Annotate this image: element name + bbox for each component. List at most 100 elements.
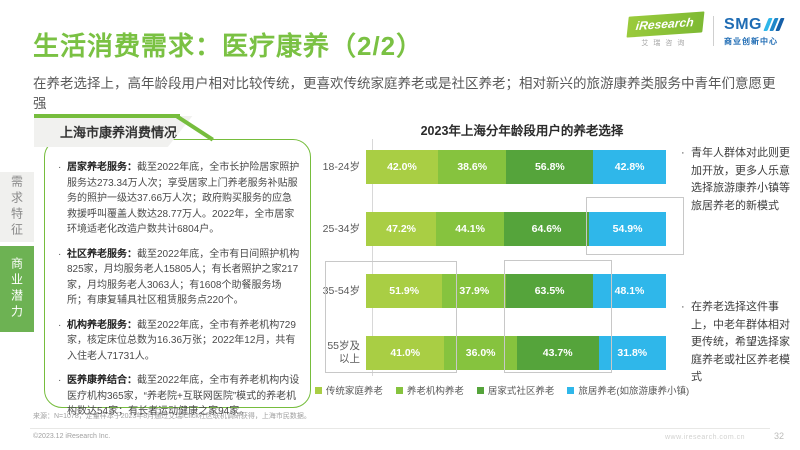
panel-bullet-text: 居家养老服务：截至2022年底，全市长护险居家照护服务达273.34万人次；享受… [67, 162, 300, 235]
legend-item-2: 居家式社区养老 [476, 383, 555, 397]
bar-segment-2: 64.6% [503, 212, 590, 246]
highlight-box-family-older [325, 261, 457, 373]
bullet-dot-icon: · [58, 319, 62, 331]
bar-value-label: 44.1% [455, 223, 485, 235]
legend-swatch-icon [567, 386, 575, 394]
legend-label: 传统家庭养老 [325, 386, 383, 397]
legend-label: 居家式社区养老 [487, 386, 555, 397]
stacked-bar: 51.9% 37.9% 63.5% 48.1% [366, 274, 666, 308]
source-note: 来源：N=1078，定量样本于2023年8月通过艾瑞iClick社区联机调研获得… [33, 413, 311, 420]
panel-badge-accent [34, 114, 180, 118]
stacked-bar: 42.0% 38.6% 56.8% 42.8% [366, 150, 666, 184]
note-young-group: · 青年人群体对此则更加开放，更多人乐意选择旅游康养小镇等旅居养老的新模式 [681, 145, 799, 233]
bullet-dot-icon: · [58, 162, 62, 173]
panel-bullet-2: · 机构养老服务：截至2022年底，全市有养老机构729家，核定床位总数为16.3… [58, 318, 300, 365]
bullet-dot-icon: · [681, 147, 685, 159]
footer-divider [30, 428, 770, 429]
iresearch-logo-icon: iResearch [626, 11, 705, 38]
note-text: 在养老选择这件事上，中老年群体相对更传统，希望选择家庭养老或社区养老模式 [691, 301, 790, 383]
iresearch-logo: iResearch 艾瑞咨询 [626, 11, 705, 48]
note-item: · 在养老选择这件事上，中老年群体相对更传统，希望选择家庭养老或社区养老模式 [681, 299, 799, 387]
panel-bullet-text: 机构养老服务：截至2022年底，全市有养老机构729家，核定床位总数为16.36… [67, 319, 296, 362]
bar-segment-3: 31.8% [598, 336, 666, 370]
bar-segment-2: 56.8% [506, 150, 594, 184]
legend-swatch-icon [395, 386, 403, 394]
bar-value-label: 63.5% [534, 285, 565, 297]
smg-bars-icon [763, 18, 785, 31]
bar-segment-1: 37.9% [442, 274, 507, 308]
smg-logo-subtext: 商业创新中心 [724, 36, 779, 46]
chart-rows: 18-24岁 42.0% 38.6% 56.8% 42.8% 25-34岁 47.2% 44.… [322, 150, 672, 398]
age-group-label: 18-24岁 [322, 160, 360, 173]
chart-legend: 传统家庭养老 养老机构养老 居家式社区养老 旅居养老(如旅游康养小镇) [314, 383, 689, 397]
bar-value-label: 37.9% [459, 285, 490, 297]
footer-watermark: www.iresearch.com.cn [664, 434, 745, 441]
bar-value-label: 47.2% [386, 223, 417, 235]
legend-label: 旅居养老(如旅游康养小镇) [578, 386, 690, 397]
bar-segment-0: 41.0% [366, 336, 445, 370]
panel-title-badge: 上海市康养消费情况 [34, 116, 193, 147]
chart-row-0: 18-24岁 42.0% 38.6% 56.8% 42.8% [322, 150, 672, 184]
slide-subtitle: 在养老选择上，高年龄段用户相对比较传统，更喜欢传统家庭养老或是社区养老；相对新兴… [33, 76, 776, 112]
legend-swatch-icon [314, 386, 322, 394]
bar-value-label: 54.9% [612, 223, 643, 235]
copyright: ©2023.12 iResearch Inc. [33, 433, 111, 440]
legend-item-1: 养老机构养老 [395, 383, 464, 397]
note-older-group: · 在养老选择这件事上，中老年群体相对更传统，希望选择家庭养老或社区养老模式 [681, 299, 799, 405]
bullet-dot-icon: · [58, 248, 62, 260]
bar-value-label: 64.6% [531, 223, 562, 235]
panel-title: 上海市康养消费情况 [60, 125, 178, 140]
bullet-dot-icon: · [681, 301, 685, 313]
panel-bullet-list: · 居家养老服务：截至2022年底，全市长护险居家照护服务达273.34万人次；享… [58, 160, 300, 429]
age-group-label: 55岁及以上 [327, 340, 360, 365]
chart-axis-line [372, 139, 373, 376]
age-group-label: 35-54岁 [322, 284, 360, 297]
bar-segment-0: 51.9% [366, 274, 443, 308]
bar-value-label: 51.9% [389, 285, 420, 297]
bar-value-label: 31.8% [617, 347, 648, 359]
bar-segment-2: 63.5% [506, 274, 594, 308]
bar-value-label: 42.0% [387, 161, 417, 173]
smg-logo: SMG 商业创新中心 [724, 15, 785, 47]
chart-row-1: 25-34岁 47.2% 44.1% 64.6% 54.9% [322, 212, 672, 246]
panel-bullet-text: 医养康养结合：截至2022年底，全市有养老机构内设医疗机构365家，“养老院+互… [67, 375, 300, 417]
legend-label: 养老机构养老 [406, 386, 464, 397]
bullet-dot-icon: · [58, 375, 62, 386]
panel-bullet-3: · 医养康养结合：截至2022年底，全市有养老机构内设医疗机构365家，“养老院+… [58, 373, 300, 420]
info-panel-box [44, 139, 311, 408]
bar-value-label: 38.6% [457, 161, 488, 173]
bar-value-label: 56.8% [534, 161, 565, 173]
bar-segment-0: 47.2% [366, 212, 437, 246]
highlight-box-community-older [504, 260, 612, 373]
page-title: 生活消费需求：医疗康养（2/2） [33, 31, 424, 61]
bar-segment-1: 44.1% [436, 212, 504, 246]
logo-divider [713, 16, 715, 46]
bar-value-label: 43.7% [542, 347, 573, 359]
legend-swatch-icon [476, 386, 484, 394]
panel-bullet-text: 社区养老服务：截至2022年底，全市有日间照护机构825家，月均服务老人1580… [67, 248, 300, 307]
chart-title: 2023年上海分年龄段用户的养老选择 [420, 124, 624, 138]
panel-bullet-1: · 社区养老服务：截至2022年底，全市有日间照护机构825家，月均服务老人158… [58, 247, 300, 309]
iresearch-logo-subtext: 艾瑞咨询 [641, 40, 690, 47]
age-group-label: 25-34岁 [322, 222, 360, 235]
bar-segment-0: 42.0% [366, 150, 438, 184]
note-text: 青年人群体对此则更加开放，更多人乐意选择旅游康养小镇等旅居养老的新模式 [691, 147, 790, 212]
bar-segment-3: 54.9% [589, 212, 666, 246]
bar-value-label: 42.8% [614, 161, 645, 173]
smg-logo-text: SMG [724, 15, 762, 33]
legend-item-0: 传统家庭养老 [314, 383, 383, 397]
bar-segment-3: 48.1% [593, 274, 666, 308]
panel-bullet-0: · 居家养老服务：截至2022年底，全市长护险居家照护服务达273.34万人次；享… [58, 160, 300, 238]
stacked-bar: 47.2% 44.1% 64.6% 54.9% [366, 212, 666, 246]
bar-value-label: 36.0% [465, 347, 496, 359]
sidebar-tab-business[interactable]: 商业潜力 [0, 246, 34, 332]
sidebar-tab-demand[interactable]: 需求特征 [0, 172, 34, 242]
note-item: · 青年人群体对此则更加开放，更多人乐意选择旅游康养小镇等旅居养老的新模式 [681, 145, 799, 215]
chart-row-2: 35-54岁 51.9% 37.9% 63.5% 48.1% [322, 274, 672, 308]
highlight-box-travel-young [586, 197, 684, 255]
bar-segment-3: 42.8% [593, 150, 666, 184]
bar-value-label: 48.1% [614, 285, 645, 297]
bar-segment-2: 43.7% [516, 336, 599, 370]
legend-item-3: 旅居养老(如旅游康养小镇) [567, 383, 689, 397]
